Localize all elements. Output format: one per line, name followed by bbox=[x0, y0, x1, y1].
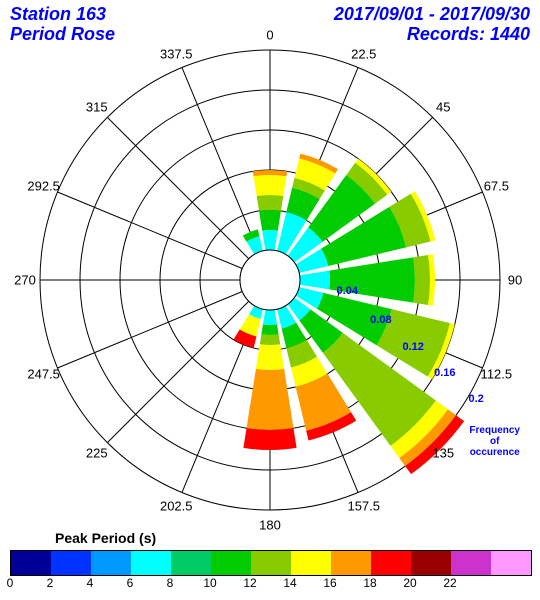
polar-svg bbox=[0, 0, 540, 530]
legend-swatch bbox=[491, 551, 531, 575]
angle-tick-label: 90 bbox=[508, 273, 522, 288]
angle-tick-label: 0 bbox=[266, 28, 273, 43]
angle-tick-label: 135 bbox=[432, 446, 454, 461]
angle-tick-label: 270 bbox=[14, 273, 36, 288]
angle-tick-label: 112.5 bbox=[481, 366, 513, 381]
angle-tick-label: 22.5 bbox=[351, 46, 376, 61]
ring-value-label: 0.04 bbox=[337, 285, 358, 297]
legend-tick-label: 6 bbox=[127, 576, 134, 590]
legend-swatch bbox=[91, 551, 131, 575]
legend-tick-label: 2 bbox=[47, 576, 54, 590]
legend-swatch bbox=[291, 551, 331, 575]
legend-swatch bbox=[331, 551, 371, 575]
ring-value-label: 0.2 bbox=[468, 393, 483, 405]
angle-tick-label: 315 bbox=[86, 99, 108, 114]
legend: Peak Period (s) 0 2 4 6 8 10 12 14 16 18 20 22 bbox=[0, 530, 540, 600]
legend-tick-label: 14 bbox=[283, 576, 296, 590]
legend-tick-label: 4 bbox=[87, 576, 94, 590]
legend-swatch bbox=[451, 551, 491, 575]
angle-tick-label: 67.5 bbox=[484, 179, 509, 194]
legend-ticks: 0 2 4 6 8 10 12 14 16 18 20 22 bbox=[10, 576, 530, 596]
legend-swatch bbox=[211, 551, 251, 575]
legend-tick-label: 20 bbox=[403, 576, 416, 590]
legend-tick-label: 22 bbox=[443, 576, 456, 590]
legend-tick-label: 18 bbox=[363, 576, 376, 590]
legend-title: Peak Period (s) bbox=[55, 530, 156, 546]
legend-tick-label: 16 bbox=[323, 576, 336, 590]
angle-tick-label: 45 bbox=[436, 99, 450, 114]
legend-swatch bbox=[51, 551, 91, 575]
legend-tick-label: 8 bbox=[167, 576, 174, 590]
legend-swatch bbox=[131, 551, 171, 575]
legend-tick-label: 0 bbox=[7, 576, 14, 590]
legend-bar bbox=[10, 550, 532, 576]
angle-tick-label: 202.5 bbox=[160, 499, 193, 514]
angle-tick-label: 247.5 bbox=[27, 366, 60, 381]
angle-tick-label: 225 bbox=[86, 446, 108, 461]
frequency-caption: Frequencyofoccurence bbox=[469, 425, 520, 458]
angle-tick-label: 157.5 bbox=[347, 499, 380, 514]
legend-swatch bbox=[411, 551, 451, 575]
legend-swatch bbox=[251, 551, 291, 575]
ring-value-label: 0.08 bbox=[370, 314, 391, 326]
legend-swatch bbox=[371, 551, 411, 575]
ring-value-label: 0.12 bbox=[402, 341, 423, 353]
ring-value-label: 0.16 bbox=[434, 367, 455, 379]
legend-tick-label: 12 bbox=[243, 576, 256, 590]
polar-chart: 022.54567.590112.5135157.5180202.5225247… bbox=[0, 0, 540, 530]
legend-tick-label: 10 bbox=[203, 576, 216, 590]
legend-swatch bbox=[11, 551, 51, 575]
angle-tick-label: 337.5 bbox=[160, 46, 193, 61]
legend-swatch bbox=[171, 551, 211, 575]
angle-tick-label: 292.5 bbox=[27, 179, 60, 194]
